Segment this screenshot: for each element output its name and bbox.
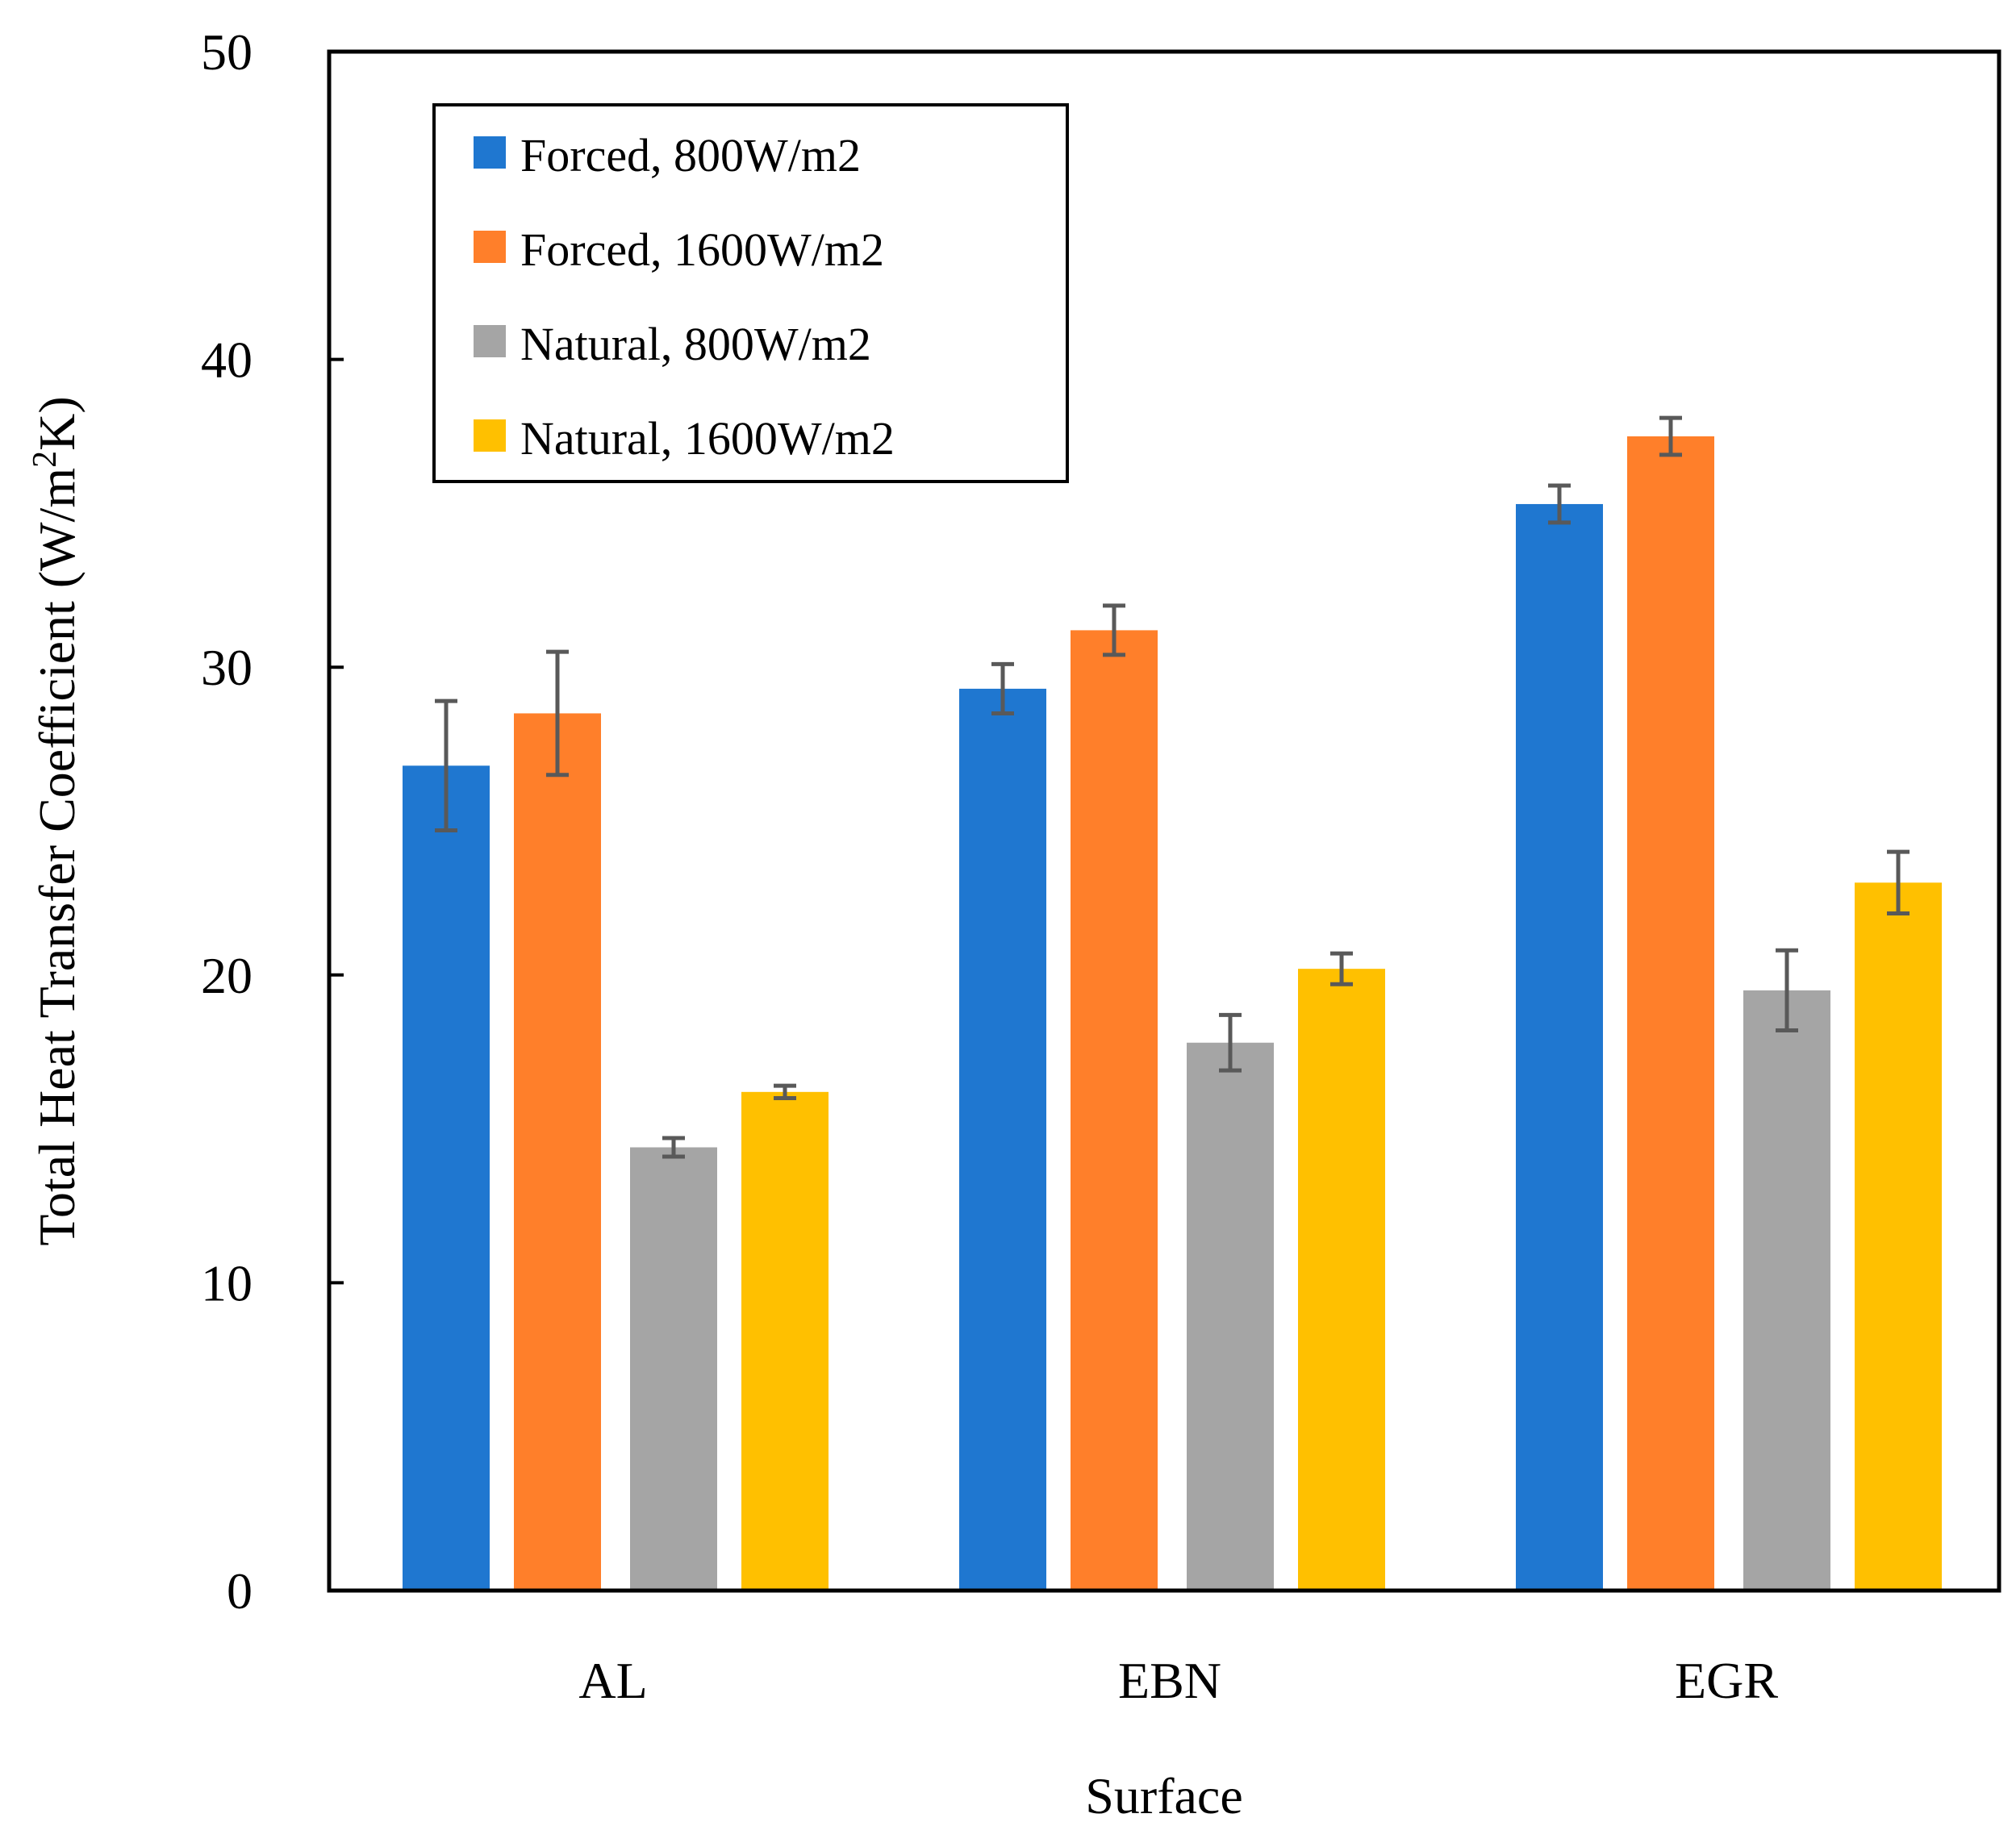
error-bar — [435, 698, 457, 832]
legend-swatch — [474, 419, 506, 452]
error-bar — [991, 661, 1014, 715]
legend: Forced, 800W/m2 Forced, 1600W/m2 Natural, … — [432, 103, 1069, 483]
legend-label: Forced, 1600W/m2 — [520, 223, 884, 276]
error-bar — [1887, 849, 1910, 915]
y-axis-title: Total Heat Transfer Coefficient (W/m2K) — [27, 396, 86, 1245]
x-axis-title: Surface — [1085, 1767, 1242, 1824]
error-bar — [1548, 483, 1571, 525]
legend-swatch — [474, 231, 506, 263]
legend-swatch — [474, 136, 506, 169]
x-category-label: AL — [578, 1652, 647, 1709]
bar — [741, 1091, 829, 1591]
legend-swatch — [474, 325, 506, 357]
legend-label: Natural, 800W/m2 — [520, 318, 871, 370]
y-tick-label: 50 — [201, 23, 253, 81]
error-bar — [1219, 1012, 1242, 1073]
bar — [1187, 1042, 1274, 1591]
bar-series-group — [403, 436, 1942, 1591]
error-bar — [1330, 951, 1353, 986]
y-tick-label: 30 — [201, 639, 253, 696]
bar — [1855, 882, 1942, 1591]
bar — [514, 713, 601, 1591]
error-bar — [662, 1136, 685, 1159]
error-bars-group — [435, 415, 1910, 1159]
plot-area-frame — [327, 49, 2001, 1593]
y-tick-label: 40 — [201, 331, 253, 389]
bar — [1298, 969, 1385, 1591]
bar — [403, 765, 490, 1591]
bar — [1743, 990, 1830, 1591]
x-category-label: EGR — [1675, 1652, 1778, 1709]
y-axis-title-superscript: 2 — [27, 451, 64, 468]
error-bar — [1103, 603, 1125, 657]
y-axis-title-end: K) — [28, 396, 86, 451]
x-axis-category-labels: AL EBN EGR — [578, 1652, 1778, 1709]
error-bar — [546, 649, 569, 778]
y-tick-label: 20 — [201, 947, 253, 1004]
y-axis-title-main: Total Heat Transfer Coefficient (W/m — [28, 468, 86, 1246]
bar — [630, 1147, 717, 1591]
error-bar — [1776, 948, 1798, 1032]
y-axis-ticks: 0 10 20 30 40 50 — [201, 23, 344, 1620]
legend-box — [432, 103, 1069, 483]
x-category-label: EBN — [1118, 1652, 1221, 1709]
error-bar — [774, 1083, 796, 1100]
bar — [1516, 503, 1603, 1591]
error-bar — [1659, 415, 1682, 457]
y-tick-label: 10 — [201, 1254, 253, 1311]
legend-label: Forced, 800W/m2 — [520, 129, 861, 181]
bar — [1627, 436, 1714, 1591]
y-tick-label: 0 — [227, 1562, 253, 1620]
legend-label: Natural, 1600W/m2 — [520, 412, 895, 465]
bar — [959, 688, 1046, 1591]
bar — [1071, 630, 1158, 1591]
